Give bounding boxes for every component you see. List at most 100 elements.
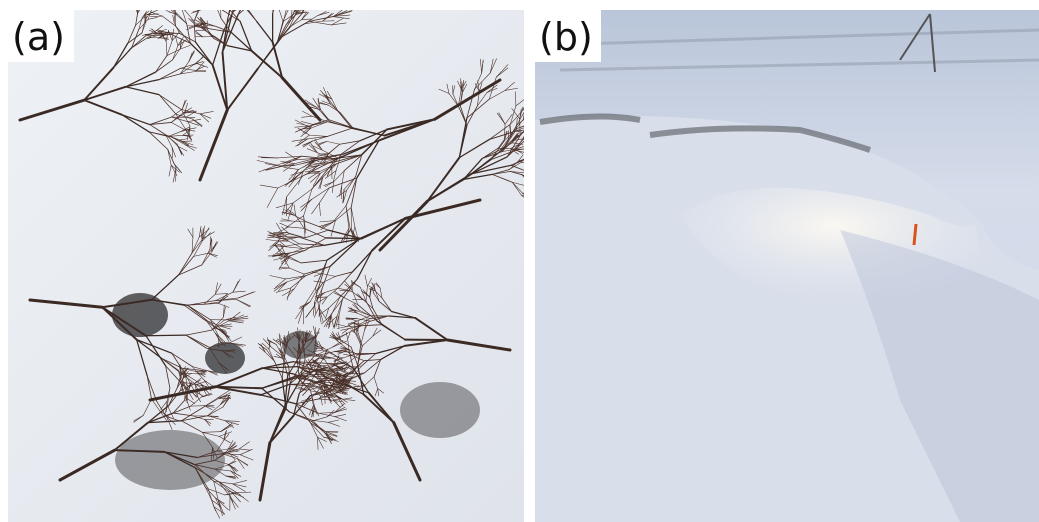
branch [278,233,290,238]
branch [237,10,241,16]
branch [331,339,344,348]
branch [273,281,288,292]
branch [201,232,211,242]
branch [328,119,354,129]
branch [305,101,318,109]
branch [321,149,339,159]
branch [206,370,218,376]
branch [463,159,492,180]
branch [319,307,330,315]
branch [170,112,185,123]
branch [288,371,306,385]
branch [314,292,325,297]
branch [304,99,318,109]
branch [113,421,149,452]
branch [188,24,199,28]
branch [336,389,350,392]
branch [258,164,278,173]
branch [512,142,524,145]
branch [302,159,337,177]
branch [208,252,217,258]
branch [178,139,189,146]
branch [243,0,246,7]
branch [339,278,358,298]
branch [324,392,332,402]
branch [315,381,332,383]
branch [333,170,345,182]
branch [347,323,355,332]
branch [154,33,172,35]
branch [317,296,328,303]
shadow [115,430,225,490]
branch [171,352,193,367]
branch [215,283,222,295]
branch [290,0,293,6]
branch [317,364,335,367]
branch [191,236,200,254]
branch [199,113,210,123]
branch [446,338,512,352]
branch [334,403,345,413]
branch [307,171,320,180]
branch [302,110,313,117]
branch [356,294,364,300]
branch [360,217,407,240]
branch [356,315,371,322]
branch [303,397,312,408]
branch [275,287,292,293]
branch [312,420,329,423]
branch [260,383,290,396]
branch [339,185,342,197]
branch [223,429,228,441]
branch [323,375,335,379]
branch [458,117,468,159]
branch [281,357,289,367]
branch [188,382,193,391]
label-bg [8,10,74,62]
branch [150,274,180,301]
branch [477,92,488,107]
branch [157,29,167,33]
branch [520,194,524,198]
branch [511,133,518,141]
branch [333,292,345,298]
branch [348,350,354,369]
branch [510,105,517,125]
branch [324,170,337,179]
branch [310,331,320,343]
branch [313,325,317,339]
branch [191,366,208,371]
branch [141,22,147,34]
branch [247,0,257,1]
branch [350,290,367,302]
branch [147,35,158,39]
branch [273,281,288,290]
branch [516,119,524,126]
branch [218,481,238,493]
branch [311,364,320,369]
branch [337,331,342,341]
branch [289,19,302,28]
branch [282,163,295,172]
branch [286,287,292,301]
branch [282,336,288,346]
branch [345,350,354,357]
branch [285,215,304,228]
branch [347,354,358,364]
branch [156,34,172,36]
branch [320,222,333,231]
branch [200,2,211,4]
branch [317,367,325,372]
branch [258,441,272,502]
branch [371,282,376,291]
branch [293,204,296,216]
branch [355,326,358,335]
branch [352,365,362,378]
branch [191,10,202,14]
branch [327,98,339,112]
branch [175,36,179,46]
branch [309,119,330,127]
branch [211,64,229,112]
branch [283,12,297,22]
branch [327,422,340,427]
